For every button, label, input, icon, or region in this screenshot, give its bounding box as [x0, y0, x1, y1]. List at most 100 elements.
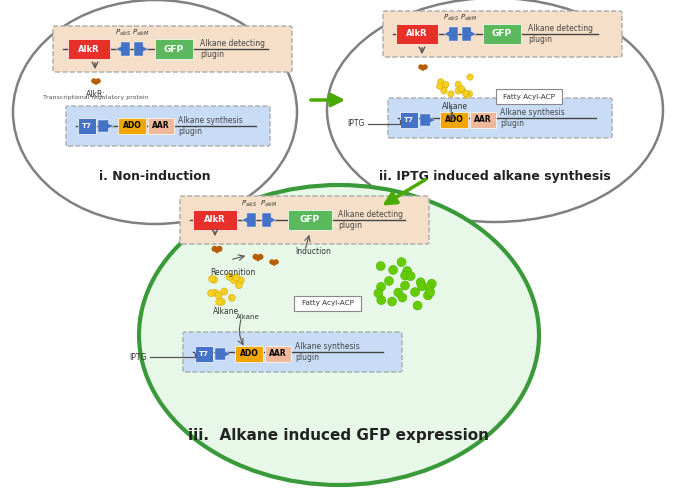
Circle shape — [376, 262, 385, 270]
FancyBboxPatch shape — [396, 24, 438, 44]
Polygon shape — [262, 213, 276, 227]
Text: AAR: AAR — [152, 122, 170, 130]
FancyBboxPatch shape — [294, 296, 361, 311]
Circle shape — [215, 292, 222, 298]
Text: AAR: AAR — [474, 116, 492, 124]
Text: Induction: Induction — [295, 248, 331, 256]
Circle shape — [377, 296, 386, 304]
Text: Fatty Acyl-ACP: Fatty Acyl-ACP — [302, 300, 353, 306]
Circle shape — [398, 293, 407, 302]
Polygon shape — [419, 68, 427, 71]
Text: Alkane detecting
plugin: Alkane detecting plugin — [200, 40, 265, 58]
Polygon shape — [254, 258, 262, 262]
Circle shape — [258, 254, 264, 260]
Circle shape — [467, 74, 473, 80]
Circle shape — [411, 288, 420, 296]
Text: ADO: ADO — [239, 350, 258, 358]
Circle shape — [216, 298, 222, 305]
Circle shape — [235, 282, 242, 288]
Circle shape — [455, 88, 462, 94]
Text: $P_{alkS}$: $P_{alkS}$ — [115, 28, 131, 38]
Circle shape — [394, 288, 403, 297]
Text: Alkane detecting
plugin: Alkane detecting plugin — [338, 210, 403, 230]
Text: T7: T7 — [199, 351, 209, 357]
Circle shape — [441, 84, 447, 90]
Text: $P_{alkS}$: $P_{alkS}$ — [443, 13, 459, 23]
Circle shape — [384, 276, 393, 285]
Text: Alkane: Alkane — [442, 102, 468, 111]
Circle shape — [403, 266, 412, 276]
Text: ii. IPTG induced alkane synthesis: ii. IPTG induced alkane synthesis — [379, 170, 611, 183]
Polygon shape — [116, 42, 130, 56]
Circle shape — [426, 288, 435, 297]
Text: AlkR: AlkR — [406, 30, 428, 38]
Circle shape — [397, 258, 406, 266]
Circle shape — [416, 278, 425, 287]
Polygon shape — [98, 120, 114, 132]
Text: i. Non-induction: i. Non-induction — [99, 170, 211, 183]
Text: IPTG: IPTG — [129, 352, 147, 362]
FancyBboxPatch shape — [440, 112, 468, 128]
Circle shape — [388, 266, 397, 274]
Circle shape — [406, 272, 415, 280]
Text: GFP: GFP — [300, 216, 320, 224]
Circle shape — [447, 90, 454, 97]
Circle shape — [237, 277, 245, 284]
Circle shape — [233, 274, 240, 281]
FancyBboxPatch shape — [155, 39, 193, 59]
Text: T7: T7 — [82, 123, 92, 129]
Circle shape — [424, 291, 433, 300]
Text: Alkane detecting
plugin: Alkane detecting plugin — [528, 24, 593, 44]
Circle shape — [374, 288, 383, 298]
Circle shape — [441, 88, 447, 94]
FancyBboxPatch shape — [183, 332, 402, 372]
Ellipse shape — [327, 0, 663, 222]
Circle shape — [221, 288, 228, 295]
Circle shape — [427, 279, 436, 288]
Circle shape — [401, 271, 410, 280]
Polygon shape — [213, 250, 222, 254]
Circle shape — [418, 282, 426, 291]
FancyBboxPatch shape — [53, 26, 292, 72]
Circle shape — [209, 276, 216, 282]
Text: iii.  Alkane induced GFP expression: iii. Alkane induced GFP expression — [188, 428, 490, 443]
Circle shape — [466, 90, 473, 97]
Text: IPTG: IPTG — [348, 120, 365, 128]
FancyBboxPatch shape — [483, 24, 521, 44]
FancyBboxPatch shape — [66, 106, 270, 146]
Text: ADO: ADO — [445, 116, 463, 124]
FancyBboxPatch shape — [193, 210, 237, 230]
Text: GFP: GFP — [164, 44, 184, 54]
Circle shape — [216, 246, 222, 252]
Circle shape — [212, 246, 218, 252]
Polygon shape — [462, 27, 476, 41]
Ellipse shape — [13, 0, 297, 224]
FancyBboxPatch shape — [235, 346, 263, 362]
Circle shape — [418, 64, 424, 70]
Circle shape — [207, 290, 214, 296]
Circle shape — [228, 294, 235, 302]
Circle shape — [376, 282, 386, 292]
Circle shape — [422, 64, 428, 70]
Text: Alkane: Alkane — [213, 307, 239, 316]
Text: $P_{alkM}$: $P_{alkM}$ — [460, 13, 478, 23]
FancyBboxPatch shape — [78, 118, 96, 134]
FancyBboxPatch shape — [118, 118, 146, 134]
Text: $P_{alkM}$: $P_{alkM}$ — [260, 199, 278, 209]
Polygon shape — [444, 27, 458, 41]
Text: $P_{alkS}$: $P_{alkS}$ — [241, 199, 257, 209]
Text: Recognition: Recognition — [210, 268, 255, 277]
Polygon shape — [420, 114, 436, 126]
FancyBboxPatch shape — [148, 118, 174, 134]
Text: $P_{alkM}$: $P_{alkM}$ — [132, 28, 150, 38]
Text: Alkane synthesis
plugin: Alkane synthesis plugin — [295, 342, 360, 361]
Text: Alkane synthesis
plugin: Alkane synthesis plugin — [178, 116, 243, 136]
Text: AlkR: AlkR — [204, 216, 226, 224]
Text: Alkane synthesis
plugin: Alkane synthesis plugin — [500, 108, 565, 128]
Text: Fatty Acyl-ACP: Fatty Acyl-ACP — [503, 94, 555, 100]
Circle shape — [231, 276, 237, 283]
Polygon shape — [134, 42, 148, 56]
Circle shape — [459, 88, 466, 94]
Circle shape — [437, 83, 443, 89]
FancyBboxPatch shape — [265, 346, 291, 362]
